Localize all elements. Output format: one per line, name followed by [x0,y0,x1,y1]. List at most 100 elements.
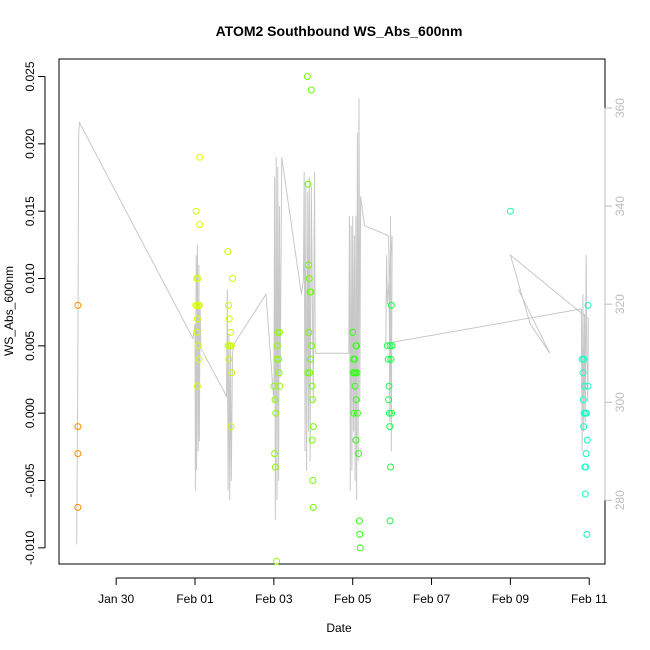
y-axis: -0.010 -0.005 0.000 0.005 0.010 0.015 0.020 0.0… [23,61,46,565]
y-tick-label: -0.010 [23,531,37,565]
x-tick-label: Feb 01 [176,592,214,606]
x-tick-label: Feb 05 [334,592,372,606]
data-point [353,369,361,377]
data-point [581,490,589,498]
data-point [353,342,361,350]
data-point [196,221,204,229]
data-point [355,450,363,458]
data-point [384,355,392,363]
data-point [580,355,588,363]
x-axis-label: Date [326,621,352,635]
y-tick-label: 0.020 [23,129,37,159]
data-point [582,450,590,458]
chart-title: ATOM2 Southbound WS_Abs_600nm [216,23,463,39]
data-point [225,301,232,309]
data-point [192,207,200,215]
data-point [228,369,236,377]
data-point [309,477,317,484]
y-axis-secondary: 280 300 320 340 360 [604,98,627,510]
data-point [275,328,283,336]
data-point [385,396,393,404]
data-point [309,423,317,431]
data-point [388,342,396,350]
data-point [273,342,281,350]
data-point [350,409,358,417]
data-point [388,409,396,417]
data-point [227,328,234,336]
data-point [579,396,587,404]
x-tick-label: Feb 07 [413,592,451,606]
data-point [74,301,82,309]
data-point [306,369,314,377]
data-point [304,369,312,377]
y2-tick-label: 280 [613,490,627,510]
x-tick-label: Feb 11 [571,592,608,606]
data-point [304,180,312,188]
data-point [272,409,280,417]
data-point [227,342,235,350]
data-point [584,301,592,309]
data-point [581,382,588,390]
data-point [308,436,316,444]
x-tick-label: Feb 09 [492,592,530,606]
data-point [275,369,283,377]
secondary-series-line [76,98,589,545]
data-point [356,530,364,538]
data-point [271,463,279,471]
data-point [193,315,201,323]
data-point [580,423,588,431]
x-tick-label: Feb 03 [255,592,293,606]
y-tick-label: -0.005 [23,463,37,497]
data-point [355,517,363,525]
y2-tick-label: 360 [613,98,627,118]
data-point [351,355,359,363]
data-point [309,396,316,404]
data-point [353,409,361,417]
data-point [74,450,82,458]
y-tick-label: 0.010 [23,263,37,293]
y-tick-label: 0.000 [23,398,37,428]
data-point [352,396,360,404]
data-point [584,382,592,390]
y-axis-label: WS_Abs_600nm [2,266,16,356]
data-point [385,409,393,417]
data-point [385,382,393,390]
data-point [308,382,316,390]
data-point [305,261,312,269]
data-point [271,450,279,458]
data-point [196,153,204,161]
data-point [386,342,394,350]
plot-area [58,58,606,565]
data-point [305,275,313,282]
data-point [583,436,591,444]
data-point [307,355,314,363]
plot-frame [58,58,606,565]
data-point [74,503,82,511]
data-point [349,328,357,336]
data-point [506,207,514,215]
data-point [356,544,364,552]
data-point [194,342,202,350]
data-point [193,328,201,336]
data-point [351,382,359,390]
data-point [193,382,201,390]
data-point [271,396,279,404]
data-point [305,328,313,336]
data-point [275,355,283,363]
data-point [387,355,395,363]
data-point [582,463,590,471]
data-point [273,557,281,565]
y2-tick-label: 300 [613,392,627,412]
points-layer [74,73,592,565]
data-point [307,288,315,296]
data-point [387,463,394,471]
data-point [195,355,203,363]
data-point [583,409,590,417]
x-tick-label: Jan 30 [98,592,134,606]
data-point [309,503,317,511]
data-point [303,73,311,80]
data-point [276,382,284,390]
data-point [383,342,391,350]
data-point [195,301,203,309]
